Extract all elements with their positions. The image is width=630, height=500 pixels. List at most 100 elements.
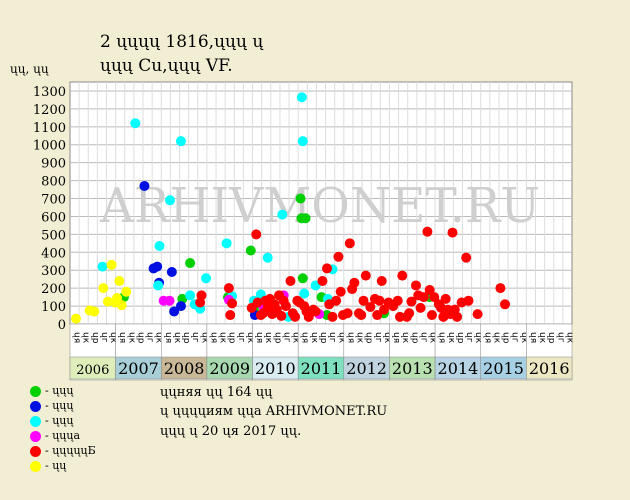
quarter-label: ųк <box>473 332 483 344</box>
quarter-label: ųк <box>291 332 301 344</box>
note-line-2: ų ųųųųиям ųųа ARHIVMONET.RU <box>160 404 388 419</box>
data-point <box>106 259 117 270</box>
data-point <box>499 299 510 310</box>
quarter-label: ųг <box>190 332 200 343</box>
quarter-label: ųя <box>117 332 127 343</box>
quarter-label: ųк <box>199 332 209 344</box>
year-label: 2006 <box>76 363 109 378</box>
data-point <box>418 292 429 303</box>
data-point <box>295 193 306 204</box>
data-point <box>251 229 262 240</box>
data-point <box>404 308 415 319</box>
data-point <box>154 241 165 252</box>
quarter-label: ųк <box>218 332 228 344</box>
data-point <box>374 295 385 306</box>
y-tick-label: 200 <box>41 282 66 297</box>
data-point <box>97 261 108 272</box>
y-tick-label: 900 <box>41 157 66 172</box>
quarter-label: ųк <box>355 332 365 344</box>
data-point <box>201 273 212 284</box>
quarter-label: ųя <box>345 332 355 343</box>
quarter-label: ųк <box>336 332 346 344</box>
data-point <box>290 311 301 322</box>
quarter-label: ųк <box>108 332 118 344</box>
quarter-label: ųр <box>318 332 328 344</box>
data-point <box>185 290 196 301</box>
legend-marker <box>30 460 41 472</box>
y-tick-label: 1100 <box>33 121 66 136</box>
data-point <box>447 227 458 238</box>
data-point <box>153 280 164 291</box>
year-label: 2014 <box>438 359 479 378</box>
legend-label: - ųų <box>45 459 67 472</box>
quarter-label: ųр <box>90 332 100 344</box>
data-point <box>406 296 417 307</box>
data-point <box>333 251 344 262</box>
data-point <box>165 195 176 206</box>
quarter-label: ųк <box>126 332 136 344</box>
data-point <box>98 283 109 294</box>
legend-item: - ųųų <box>30 414 73 428</box>
data-point <box>327 311 338 322</box>
data-point <box>112 293 123 304</box>
quarter-label: ųг <box>281 332 291 343</box>
data-point <box>461 252 472 263</box>
note-line-1: ųųняя ųų 164 ųų <box>160 385 273 400</box>
data-point <box>358 295 369 306</box>
chart-title-line2: ųųų Cu,ųųų VF. <box>100 56 233 76</box>
data-point <box>424 284 435 295</box>
data-point <box>322 263 332 274</box>
y-tick-label: 400 <box>41 246 66 261</box>
y-tick-label: 100 <box>41 300 66 315</box>
y-tick-label: 300 <box>41 264 66 279</box>
data-point <box>285 275 296 286</box>
data-point <box>166 267 177 278</box>
y-tick-label: 700 <box>41 193 66 208</box>
data-point <box>440 293 451 304</box>
quarter-label: ųя <box>300 332 310 343</box>
quarter-label: ųр <box>546 332 556 344</box>
legend-item: - ųųų <box>30 384 73 398</box>
quarter-label: ųр <box>272 332 282 344</box>
data-point <box>89 306 100 317</box>
y-tick-label: 800 <box>41 175 66 190</box>
quarter-label: ųк <box>537 332 547 344</box>
data-point <box>116 300 127 311</box>
data-point <box>114 275 125 286</box>
year-label: 2015 <box>483 359 524 378</box>
data-point <box>277 209 288 220</box>
quarter-label: ųг <box>327 332 337 343</box>
legend-label: - ųųųа <box>45 429 81 442</box>
year-label: 2007 <box>118 359 159 378</box>
quarter-label: ųя <box>208 332 218 343</box>
quarter-label: ųр <box>135 332 145 344</box>
quarter-label: ųя <box>482 332 492 343</box>
quarter-label: ųр <box>501 332 511 344</box>
quarter-label: ųя <box>254 332 264 343</box>
data-point <box>152 261 163 272</box>
legend-marker <box>30 445 41 457</box>
y-tick-label: 600 <box>41 210 66 225</box>
data-point <box>71 313 81 324</box>
data-point <box>472 309 483 320</box>
quarter-label: ųк <box>564 332 574 344</box>
data-point <box>276 310 287 321</box>
data-point <box>185 258 196 269</box>
data-point <box>252 297 263 308</box>
data-point <box>175 301 186 312</box>
y-tick-label: 500 <box>41 228 66 243</box>
y-tick-label: 1000 <box>33 139 66 154</box>
quarter-label: ųг <box>236 332 246 343</box>
data-point <box>227 298 238 309</box>
data-point <box>463 295 474 306</box>
year-label: 2012 <box>346 359 387 378</box>
quarter-label: ųр <box>227 332 237 344</box>
quarter-label: ųк <box>400 332 410 344</box>
quarter-label: ųр <box>181 332 191 344</box>
quarter-label: ųр <box>364 332 374 344</box>
legend-marker <box>30 400 41 412</box>
data-point <box>349 277 360 288</box>
quarter-label: ųк <box>491 332 501 344</box>
